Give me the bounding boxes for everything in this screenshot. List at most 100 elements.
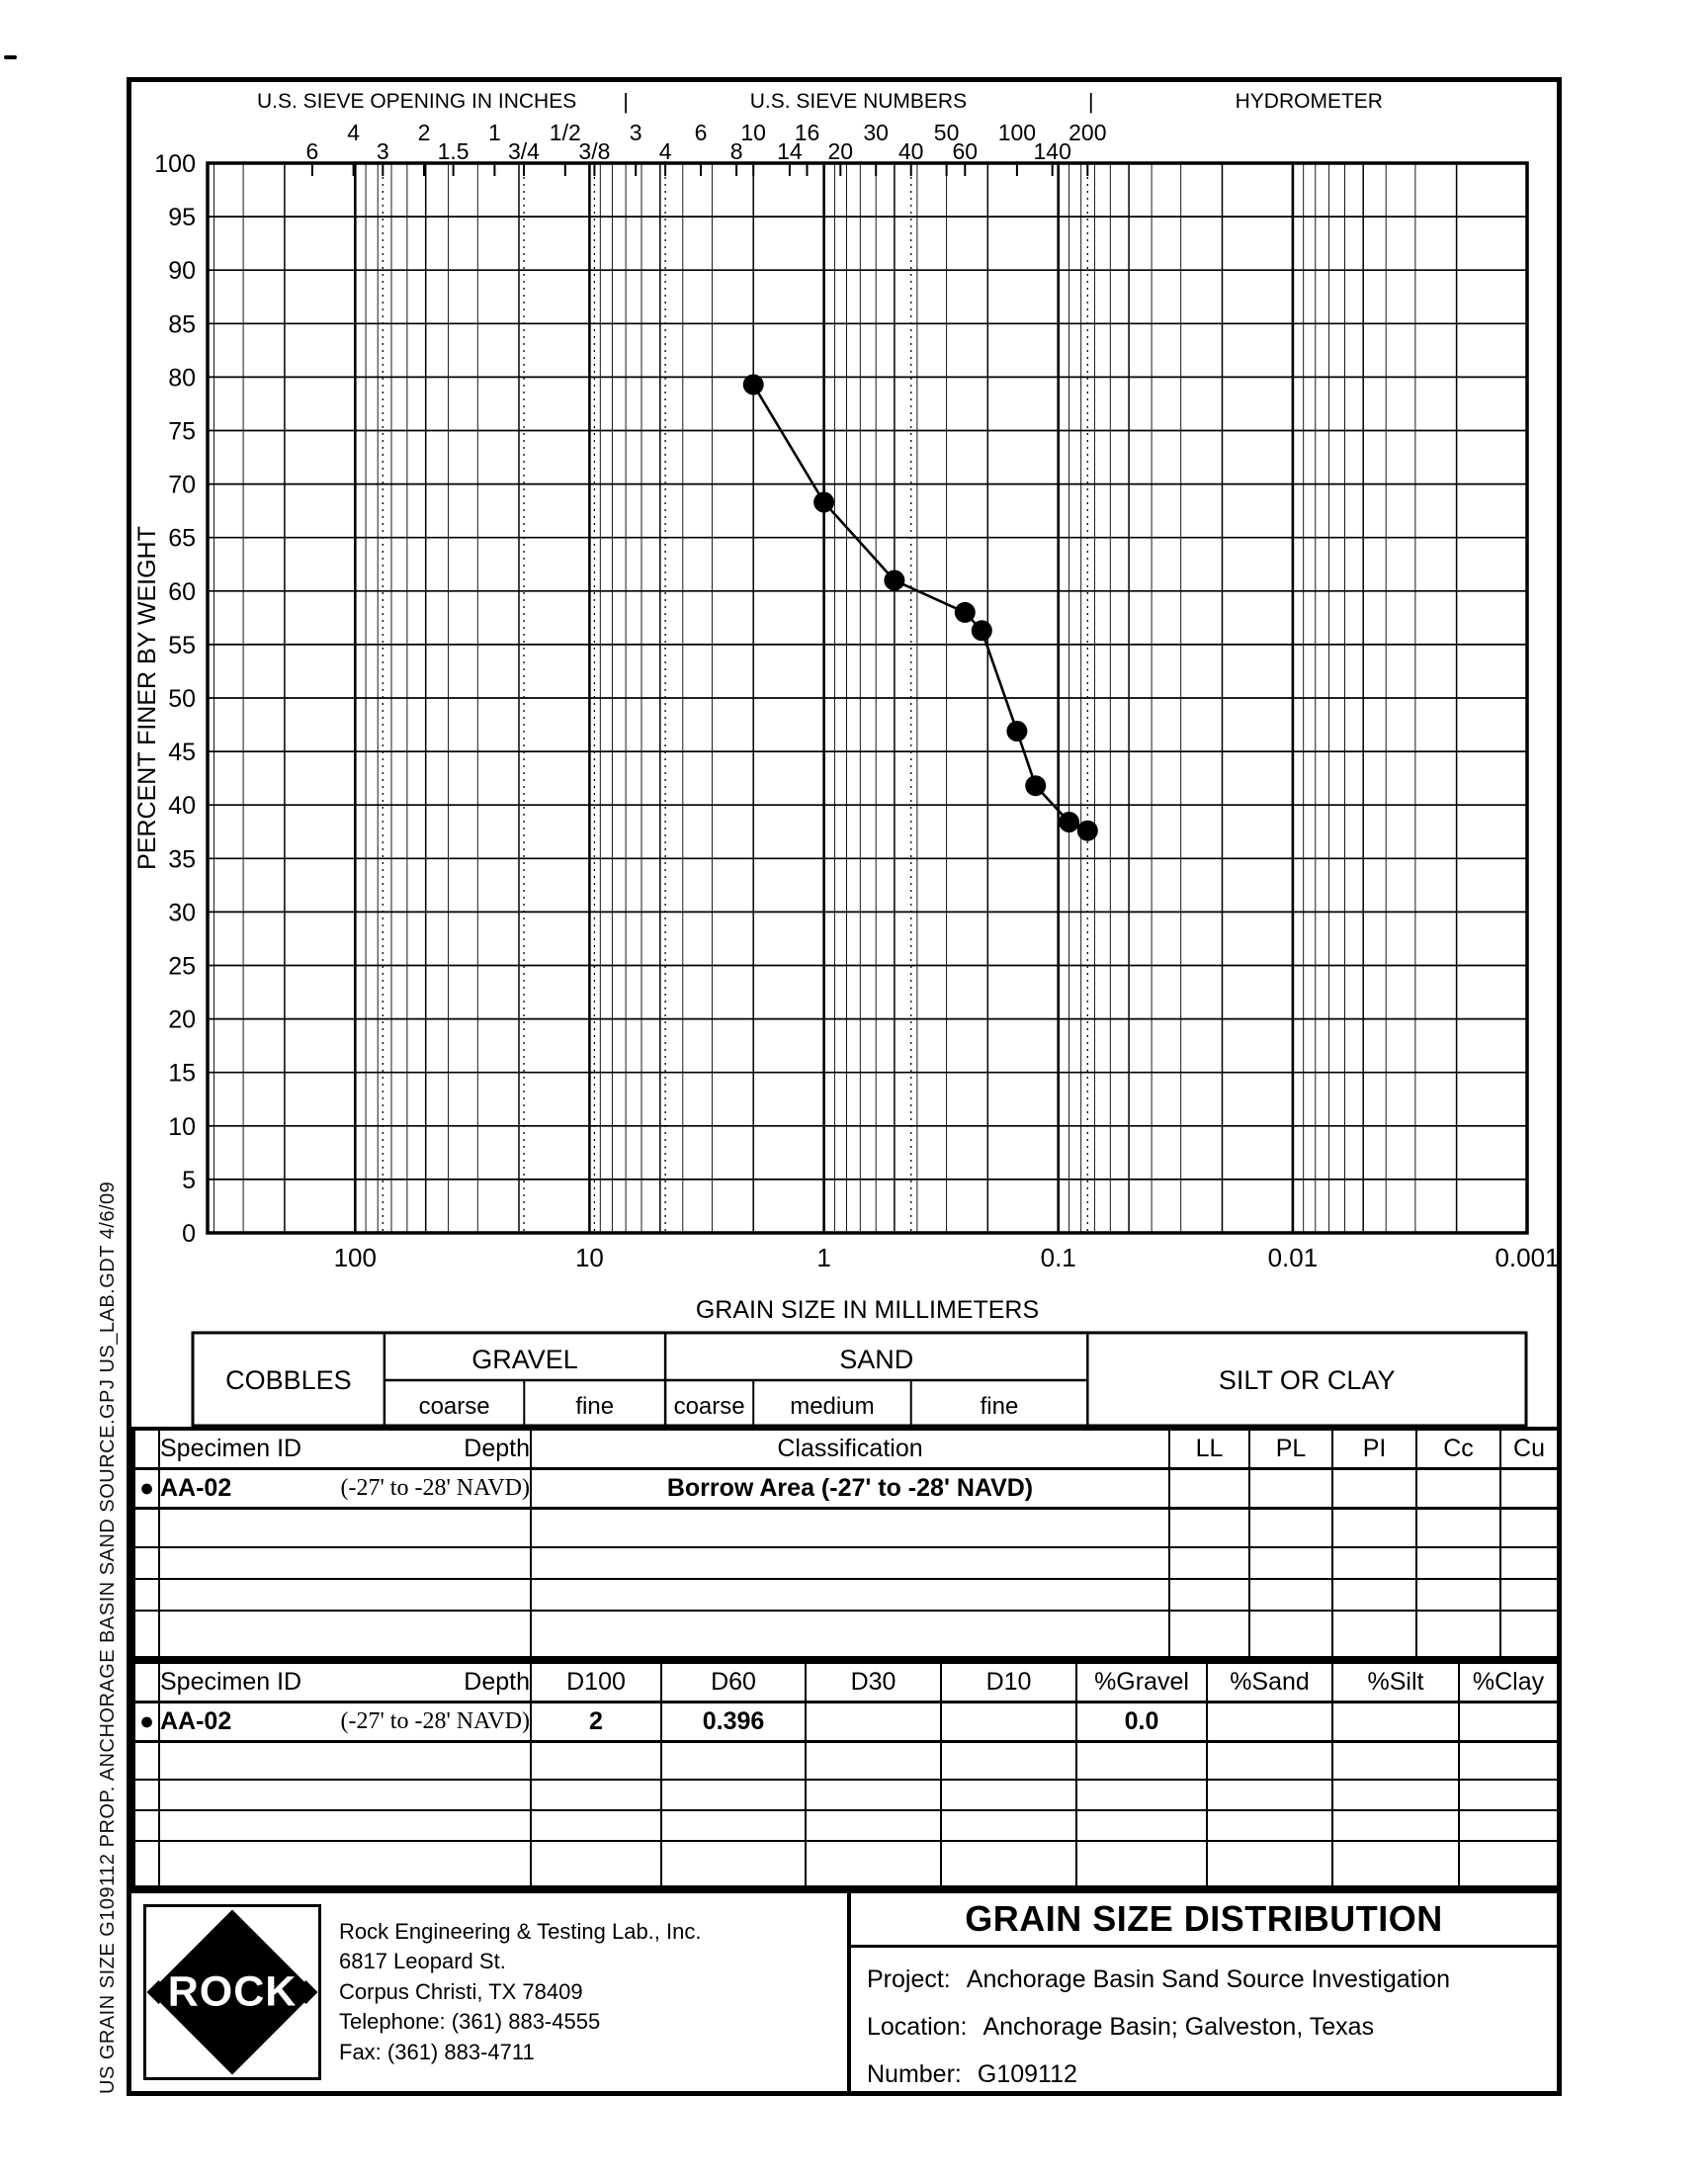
svg-text:HYDROMETER: HYDROMETER [1236, 90, 1383, 113]
svg-text:14: 14 [777, 138, 803, 164]
svg-text:medium: medium [790, 1393, 874, 1420]
title-block-footer: ROCK Rock Engineering & Testing Lab., In… [131, 1889, 1557, 2091]
svg-text:2: 2 [418, 120, 431, 145]
classification-table-header: Specimen ID Depth Classification LL PL P… [132, 1428, 1560, 1470]
rock-logo: ROCK [143, 1904, 321, 2080]
specimen-id-header: Specimen ID [160, 1667, 302, 1696]
specimen-id-header: Specimen ID [160, 1434, 302, 1462]
plot-frame [206, 161, 1529, 1235]
pi-header: PI [1331, 1428, 1417, 1470]
svg-text:100: 100 [334, 1243, 377, 1272]
svg-text:95: 95 [168, 204, 196, 231]
company-fax: Fax: (361) 883-4711 [339, 2039, 535, 2064]
svg-text:GRAIN SIZE IN MILLIMETERS: GRAIN SIZE IN MILLIMETERS [696, 1296, 1039, 1324]
data-point [742, 374, 764, 395]
svg-text:1.5: 1.5 [438, 138, 470, 164]
grid-lines [208, 163, 1527, 1233]
svg-text:0.01: 0.01 [1268, 1243, 1319, 1272]
svg-text:3/4: 3/4 [508, 138, 540, 164]
company-name: Rock Engineering & Testing Lab., Inc. [339, 1919, 702, 1945]
empty-row [132, 1778, 1560, 1812]
svg-text:fine: fine [575, 1393, 614, 1420]
report-title: GRAIN SIZE DISTRIBUTION [851, 1893, 1557, 1948]
empty-row [132, 1740, 1560, 1781]
svg-text:50: 50 [934, 120, 960, 145]
svg-text:60: 60 [953, 138, 979, 164]
data-point [1025, 775, 1047, 797]
specimen-symbol-icon: ● [132, 1467, 160, 1510]
svg-text:90: 90 [168, 257, 196, 285]
y-axis-labels: 0 5 10 15 20 25 30 35 40 45 50 55 60 65 70 75 80 85 90 95 10… [133, 150, 196, 1248]
size-classification-bar: COBBLES GRAVEL coarse fine SAND coarse medium f… [191, 1331, 1528, 1428]
cc-header: Cc [1415, 1428, 1501, 1470]
svg-text:60: 60 [168, 578, 196, 606]
empty-row [132, 1507, 1560, 1548]
data-point [1006, 721, 1028, 742]
svg-text:|: | [1088, 89, 1094, 114]
cc-value [1415, 1467, 1501, 1510]
d60-header: D60 [660, 1661, 807, 1703]
svg-text:16: 16 [795, 120, 820, 145]
svg-text:75: 75 [168, 418, 196, 446]
empty-row [132, 1610, 1560, 1659]
svg-text:20: 20 [828, 138, 854, 164]
specimen-depth-value: (-27' to -28' NAVD) [340, 1474, 530, 1501]
symbol-column-header [132, 1661, 160, 1703]
company-telephone: Telephone: (361) 883-4555 [339, 2009, 601, 2035]
location-value: Anchorage Basin; Galveston, Texas [982, 2012, 1375, 2041]
svg-text:3: 3 [377, 138, 389, 164]
sand-header: %Sand [1206, 1661, 1333, 1703]
svg-text:GRAVEL: GRAVEL [471, 1345, 578, 1374]
report-title-block: GRAIN SIZE DISTRIBUTION Project: Anchora… [847, 1893, 1557, 2091]
d30-value [805, 1701, 942, 1743]
summary-table: Specimen ID Depth D100 D60 D30 D10 %Grav… [131, 1660, 1561, 1889]
svg-text:100: 100 [154, 150, 196, 178]
x-axis-labels: 100 10 1 0.1 0.01 0.001 GRAIN SIZE IN MILLIMET… [334, 1243, 1557, 1324]
clay-header: %Clay [1458, 1661, 1560, 1703]
svg-text:30: 30 [168, 899, 196, 926]
svg-text:1: 1 [488, 120, 501, 145]
company-block: ROCK Rock Engineering & Testing Lab., In… [131, 1893, 847, 2091]
sidebar-filename-text: US GRAIN SIZE G109112 PROP. ANCHORAGE BA… [97, 1180, 119, 2094]
d10-value [940, 1701, 1077, 1743]
data-point [1059, 812, 1080, 832]
svg-text:SILT OR CLAY: SILT OR CLAY [1219, 1365, 1396, 1395]
svg-text:10: 10 [740, 120, 766, 145]
d100-header: D100 [530, 1661, 662, 1703]
company-info: Rock Engineering & Testing Lab., Inc. 68… [339, 1917, 701, 2067]
grain-size-chart: U.S. SIEVE OPENING IN INCHES U.S. SIEVE N… [133, 89, 1557, 1428]
svg-text:0.001: 0.001 [1494, 1243, 1557, 1272]
data-point [813, 491, 835, 513]
svg-text:fine: fine [981, 1393, 1019, 1420]
svg-text:6: 6 [695, 120, 708, 145]
cu-header: Cu [1499, 1428, 1560, 1470]
summary-table-header: Specimen ID Depth D100 D60 D30 D10 %Grav… [132, 1661, 1560, 1703]
svg-text:SAND: SAND [839, 1345, 913, 1374]
location-line: Location: Anchorage Basin; Galveston, Te… [867, 2003, 1557, 2051]
svg-text:35: 35 [168, 845, 196, 873]
ll-header: LL [1168, 1428, 1250, 1470]
specimen-id-value: AA-02 [160, 1706, 232, 1735]
svg-text:coarse: coarse [674, 1393, 745, 1420]
d100-value: 2 [530, 1701, 662, 1743]
svg-text:45: 45 [168, 739, 196, 766]
svg-text:140: 140 [1034, 138, 1071, 164]
scan-mark [4, 55, 17, 59]
specimen-id-value: AA-02 [160, 1473, 232, 1502]
classification-value: Borrow Area (-27' to -28' NAVD) [530, 1467, 1170, 1510]
svg-text:3/8: 3/8 [578, 138, 610, 164]
svg-text:50: 50 [168, 685, 196, 713]
svg-text:25: 25 [168, 953, 196, 981]
company-city: Corpus Christi, TX 78409 [339, 1978, 583, 2004]
svg-text:20: 20 [168, 1006, 196, 1034]
project-line: Project: Anchorage Basin Sand Source Inv… [867, 1956, 1557, 2003]
data-point [1076, 820, 1098, 841]
gravel-value: 0.0 [1075, 1701, 1208, 1743]
pl-header: PL [1248, 1428, 1333, 1470]
svg-text:4: 4 [659, 138, 672, 164]
svg-text:U.S. SIEVE OPENING IN INCHES: U.S. SIEVE OPENING IN INCHES [257, 90, 576, 113]
d30-header: D30 [805, 1661, 942, 1703]
svg-text:55: 55 [168, 632, 196, 659]
svg-text:70: 70 [168, 472, 196, 499]
empty-row [132, 1546, 1560, 1580]
